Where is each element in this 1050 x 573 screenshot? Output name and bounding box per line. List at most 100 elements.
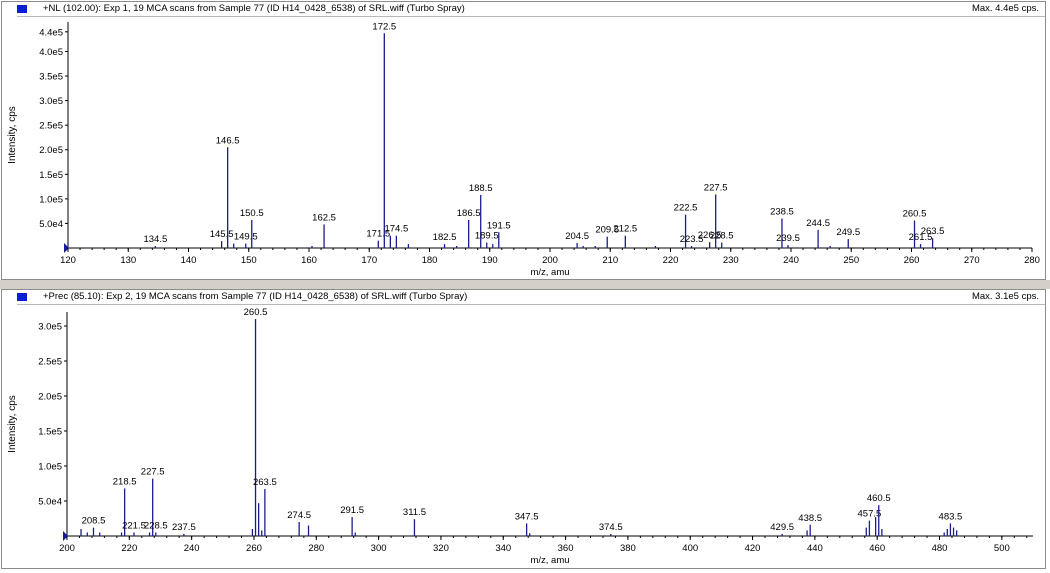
x-tick-label: 320 <box>433 543 449 554</box>
peak-label: 191.5 <box>487 220 511 231</box>
x-tick-label: 270 <box>964 255 980 266</box>
y-tick-label: 3.0e5 <box>39 96 63 107</box>
x-tick-label: 280 <box>308 543 324 554</box>
max-intensity-label: Max. 4.4e5 cps. <box>971 3 1039 14</box>
peak-label: 212.5 <box>613 224 637 235</box>
peak-label: 457.5 <box>858 509 882 520</box>
peak-label: 189.5 <box>475 231 499 242</box>
axis-origin-marker-icon <box>64 243 69 253</box>
x-tick-label: 260 <box>904 255 920 266</box>
spectrum-plot-1[interactable]: 5.0e4 1.0e5 1.5e5 2.0e5 2.5e5 3.0e5 3.5e5 4.0e5… <box>2 2 1045 279</box>
peak-label: 263.5 <box>253 477 277 488</box>
peak-label: 209.5 <box>595 225 619 236</box>
x-tick-label: 420 <box>745 543 761 554</box>
x-tick-label: 220 <box>121 543 137 554</box>
peak-label: 146.5 <box>216 135 240 146</box>
y-tick-label: 3.0e5 <box>38 322 62 333</box>
peak-label: 228.5 <box>710 231 734 242</box>
series-marker-icon <box>17 5 27 13</box>
y-tick-label: 4.0e5 <box>39 47 63 58</box>
x-tick-label: 250 <box>843 255 859 266</box>
peak-label: 249.5 <box>836 227 860 238</box>
peak-label: 261.5 <box>909 232 933 243</box>
x-tick-label: 340 <box>495 543 511 554</box>
y-tick-label: 1.5e5 <box>39 170 63 181</box>
peak-label: 227.5 <box>704 182 728 193</box>
x-tick-label: 170 <box>361 255 377 266</box>
peak-label: 204.5 <box>565 231 589 242</box>
series-marker-icon <box>17 293 27 301</box>
peak-label: 172.5 <box>372 21 396 32</box>
pane-splitter[interactable] <box>0 280 1050 289</box>
x-axis-label: m/z, amu <box>530 555 569 566</box>
x-tick-label: 120 <box>60 255 76 266</box>
peak-label: 260.5 <box>903 208 927 219</box>
peak-label: 226.5 <box>698 230 722 241</box>
panel-title-bar: +Prec (85.10): Exp 2, 19 MCA scans from … <box>17 290 1045 305</box>
peak-label: 174.5 <box>384 224 408 235</box>
peak-label: 260.5 <box>244 307 268 318</box>
peak-label: 222.5 <box>674 203 698 214</box>
y-tick-label: 4.4e5 <box>39 27 63 38</box>
x-tick-label: 260 <box>246 543 262 554</box>
peak-label: 460.5 <box>867 493 891 504</box>
y-tick-label: 2.5e5 <box>39 121 63 132</box>
peak-label: 145.5 <box>210 229 234 240</box>
panel-title-bar: +NL (102.00): Exp 1, 19 MCA scans from S… <box>17 2 1045 17</box>
y-tick-label: 2.0e5 <box>38 392 62 403</box>
x-tick-label: 360 <box>558 543 574 554</box>
y-tick-label: 5.0e4 <box>38 497 62 508</box>
x-tick-label: 150 <box>241 255 257 266</box>
peak-label: 188.5 <box>469 183 493 194</box>
peak-label: 218.5 <box>113 476 137 487</box>
x-tick-label: 180 <box>422 255 438 266</box>
max-intensity-label: Max. 3.1e5 cps. <box>971 291 1039 302</box>
y-tick-label: 3.5e5 <box>39 72 63 83</box>
x-tick-label: 240 <box>184 543 200 554</box>
x-tick-label: 200 <box>59 543 75 554</box>
peak-label: 438.5 <box>798 513 822 524</box>
peak-label: 149.5 <box>234 232 258 243</box>
peak-label: 208.5 <box>82 516 106 527</box>
peak-label: 347.5 <box>515 511 539 522</box>
peak-label: 263.5 <box>921 226 945 237</box>
peak-label: 186.5 <box>457 208 481 219</box>
peak-label: 291.5 <box>340 505 364 516</box>
y-tick-label: 1.5e5 <box>38 427 62 438</box>
spectrum-plot-2[interactable]: 5.0e4 1.0e5 1.5e5 2.0e5 2.5e5 3.0e5 200 220 240 2… <box>2 290 1045 568</box>
y-tick-label: 1.0e5 <box>38 462 62 473</box>
x-tick-label: 190 <box>482 255 498 266</box>
peak-label: 244.5 <box>806 218 830 229</box>
x-tick-label: 140 <box>181 255 197 266</box>
panel-title: +NL (102.00): Exp 1, 19 MCA scans from S… <box>43 3 465 14</box>
y-tick-label: 2.5e5 <box>38 357 62 368</box>
panel-title: +Prec (85.10): Exp 2, 19 MCA scans from … <box>43 291 468 302</box>
peak-label: 237.5 <box>172 522 196 533</box>
x-tick-label: 460 <box>869 543 885 554</box>
peak-label: 150.5 <box>240 208 264 219</box>
x-tick-label: 500 <box>994 543 1010 554</box>
peak-label: 238.5 <box>770 207 794 218</box>
x-tick-label: 210 <box>602 255 618 266</box>
peak-label: 171.5 <box>366 229 390 240</box>
peak-label: 228.5 <box>144 521 168 532</box>
x-tick-label: 400 <box>682 543 698 554</box>
x-tick-label: 380 <box>620 543 636 554</box>
peak-label: 429.5 <box>770 522 794 533</box>
x-tick-label: 240 <box>783 255 799 266</box>
y-tick-label: 2.0e5 <box>39 145 63 156</box>
peak-label: 239.5 <box>776 233 800 244</box>
peak-label: 274.5 <box>287 510 311 521</box>
peak-label: 374.5 <box>599 522 623 533</box>
x-tick-label: 230 <box>723 255 739 266</box>
x-tick-label: 480 <box>932 543 948 554</box>
y-tick-label: 1.0e5 <box>39 194 63 205</box>
peak-label: 483.5 <box>939 511 963 522</box>
x-tick-label: 440 <box>807 543 823 554</box>
x-tick-label: 130 <box>120 255 136 266</box>
peak-label: 134.5 <box>143 234 167 245</box>
spectrum-panel-1: +NL (102.00): Exp 1, 19 MCA scans from S… <box>1 1 1046 280</box>
peak-label: 311.5 <box>403 507 426 518</box>
x-axis-label: m/z, amu <box>530 267 569 278</box>
peak-label: 221.5 <box>122 521 146 532</box>
